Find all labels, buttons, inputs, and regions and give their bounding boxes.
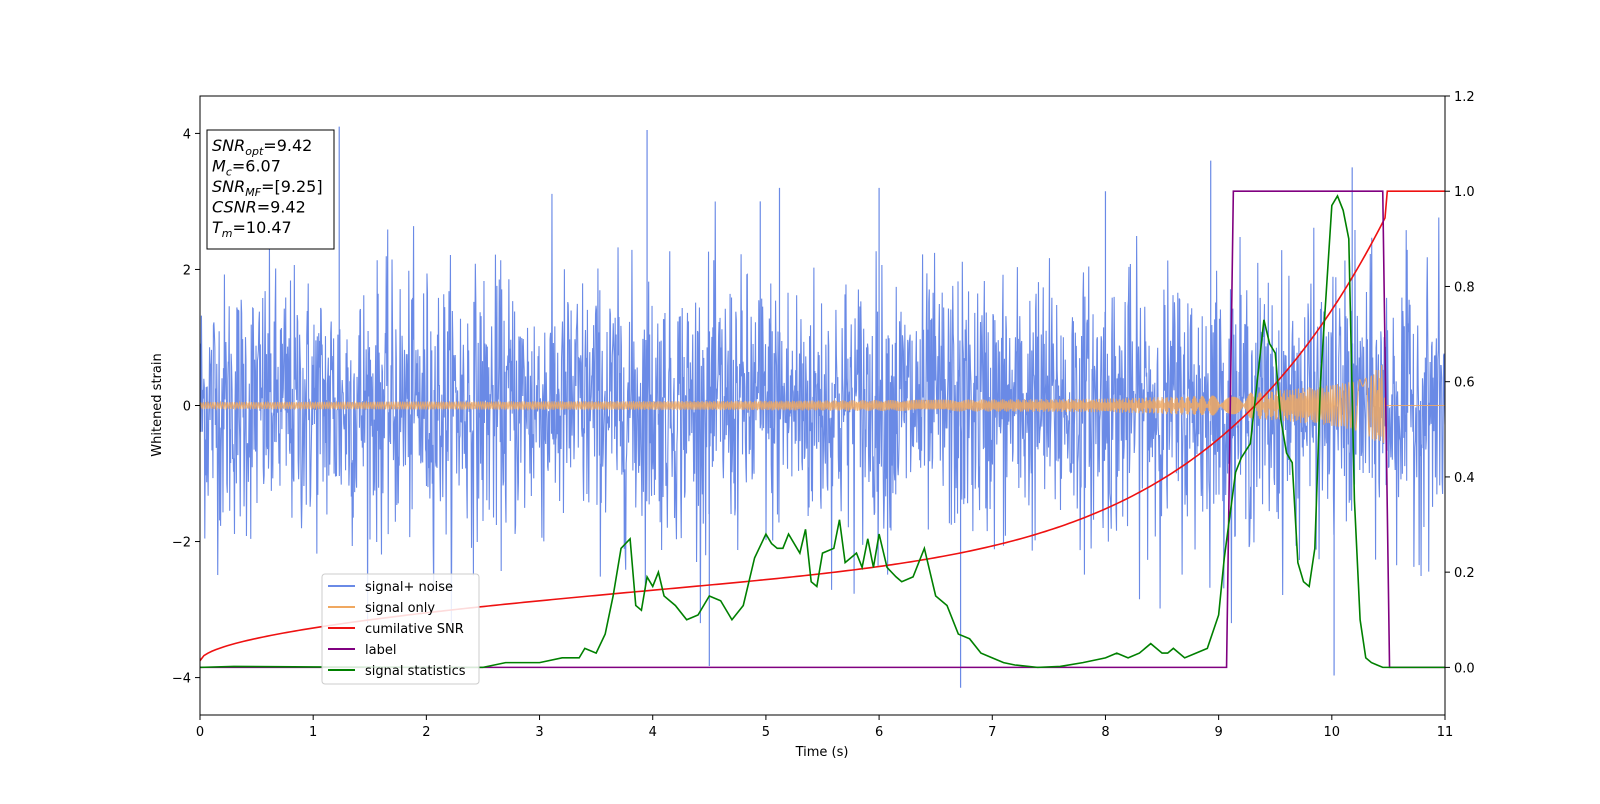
parameter-annotation-box: SNRopt=9.42Mc=6.07SNRMF=[9.25]CSNR=9.42T… [206,129,335,250]
series-line-signal-only [200,365,1445,444]
y-right-tick-label: 0.6 [1454,376,1475,391]
series-line-signal-statistics [200,194,1445,669]
legend-label: label [365,643,396,658]
x-axis-label: Time (s) [795,745,849,760]
legend-label: signal statistics [365,664,466,679]
x-tick-label: 4 [649,725,657,740]
x-tick-label: 2 [422,725,430,740]
x-tick-label: 11 [1437,725,1454,740]
x-tick-label: 7 [988,725,996,740]
annotation-line: CSNR=9.42 [212,198,306,217]
x-tick-label: 3 [535,725,543,740]
annotation-line: Mc=6.07 [212,157,281,179]
right-axis: 0.0 0.2 0.4 0.6 0.8 1.0 1.2 [1445,90,1475,676]
y-right-tick-label: 0.0 [1454,661,1475,676]
y-right-tick-label: 0.2 [1454,566,1475,581]
y-right-tick-label: 0.4 [1454,471,1475,486]
x-tick-label: 8 [1101,725,1109,740]
legend: signal+ noise signal only cumilative SNR la… [321,573,480,685]
annotation-line: SNRopt=9.42 [212,136,312,158]
series-line-signal-noise [200,193,1445,624]
y-right-tick-label: 0.8 [1454,280,1475,295]
x-tick-label: 1 [309,725,317,740]
y-axis-label: Whitened strain [150,353,165,456]
annotation-line: Tm=10.47 [212,218,292,240]
legend-label: cumilative SNR [365,622,464,637]
y-tick-label: −2 [172,536,191,551]
y-tick-label: 0 [183,400,191,415]
y-tick-label: −4 [172,672,191,687]
x-axis: 0 1 2 3 4 5 6 7 8 9 10 11 [196,715,1453,740]
y-tick-label: 2 [183,263,191,278]
x-tick-label: 10 [1324,725,1341,740]
x-tick-label: 0 [196,725,204,740]
left-axis: −4 −2 0 2 4 [172,127,200,687]
x-tick-label: 9 [1214,725,1222,740]
legend-label: signal only [365,601,435,616]
legend-frame [321,573,480,685]
y-right-tick-label: 1.0 [1454,185,1475,200]
x-tick-label: 6 [875,725,883,740]
legend-label: signal+ noise [365,580,453,595]
y-right-tick-label: 1.2 [1454,90,1475,105]
annotation-line: SNRMF=[9.25] [212,177,323,199]
y-tick-label: 4 [183,127,191,142]
annotation-frame [206,129,335,250]
x-tick-label: 5 [762,725,770,740]
